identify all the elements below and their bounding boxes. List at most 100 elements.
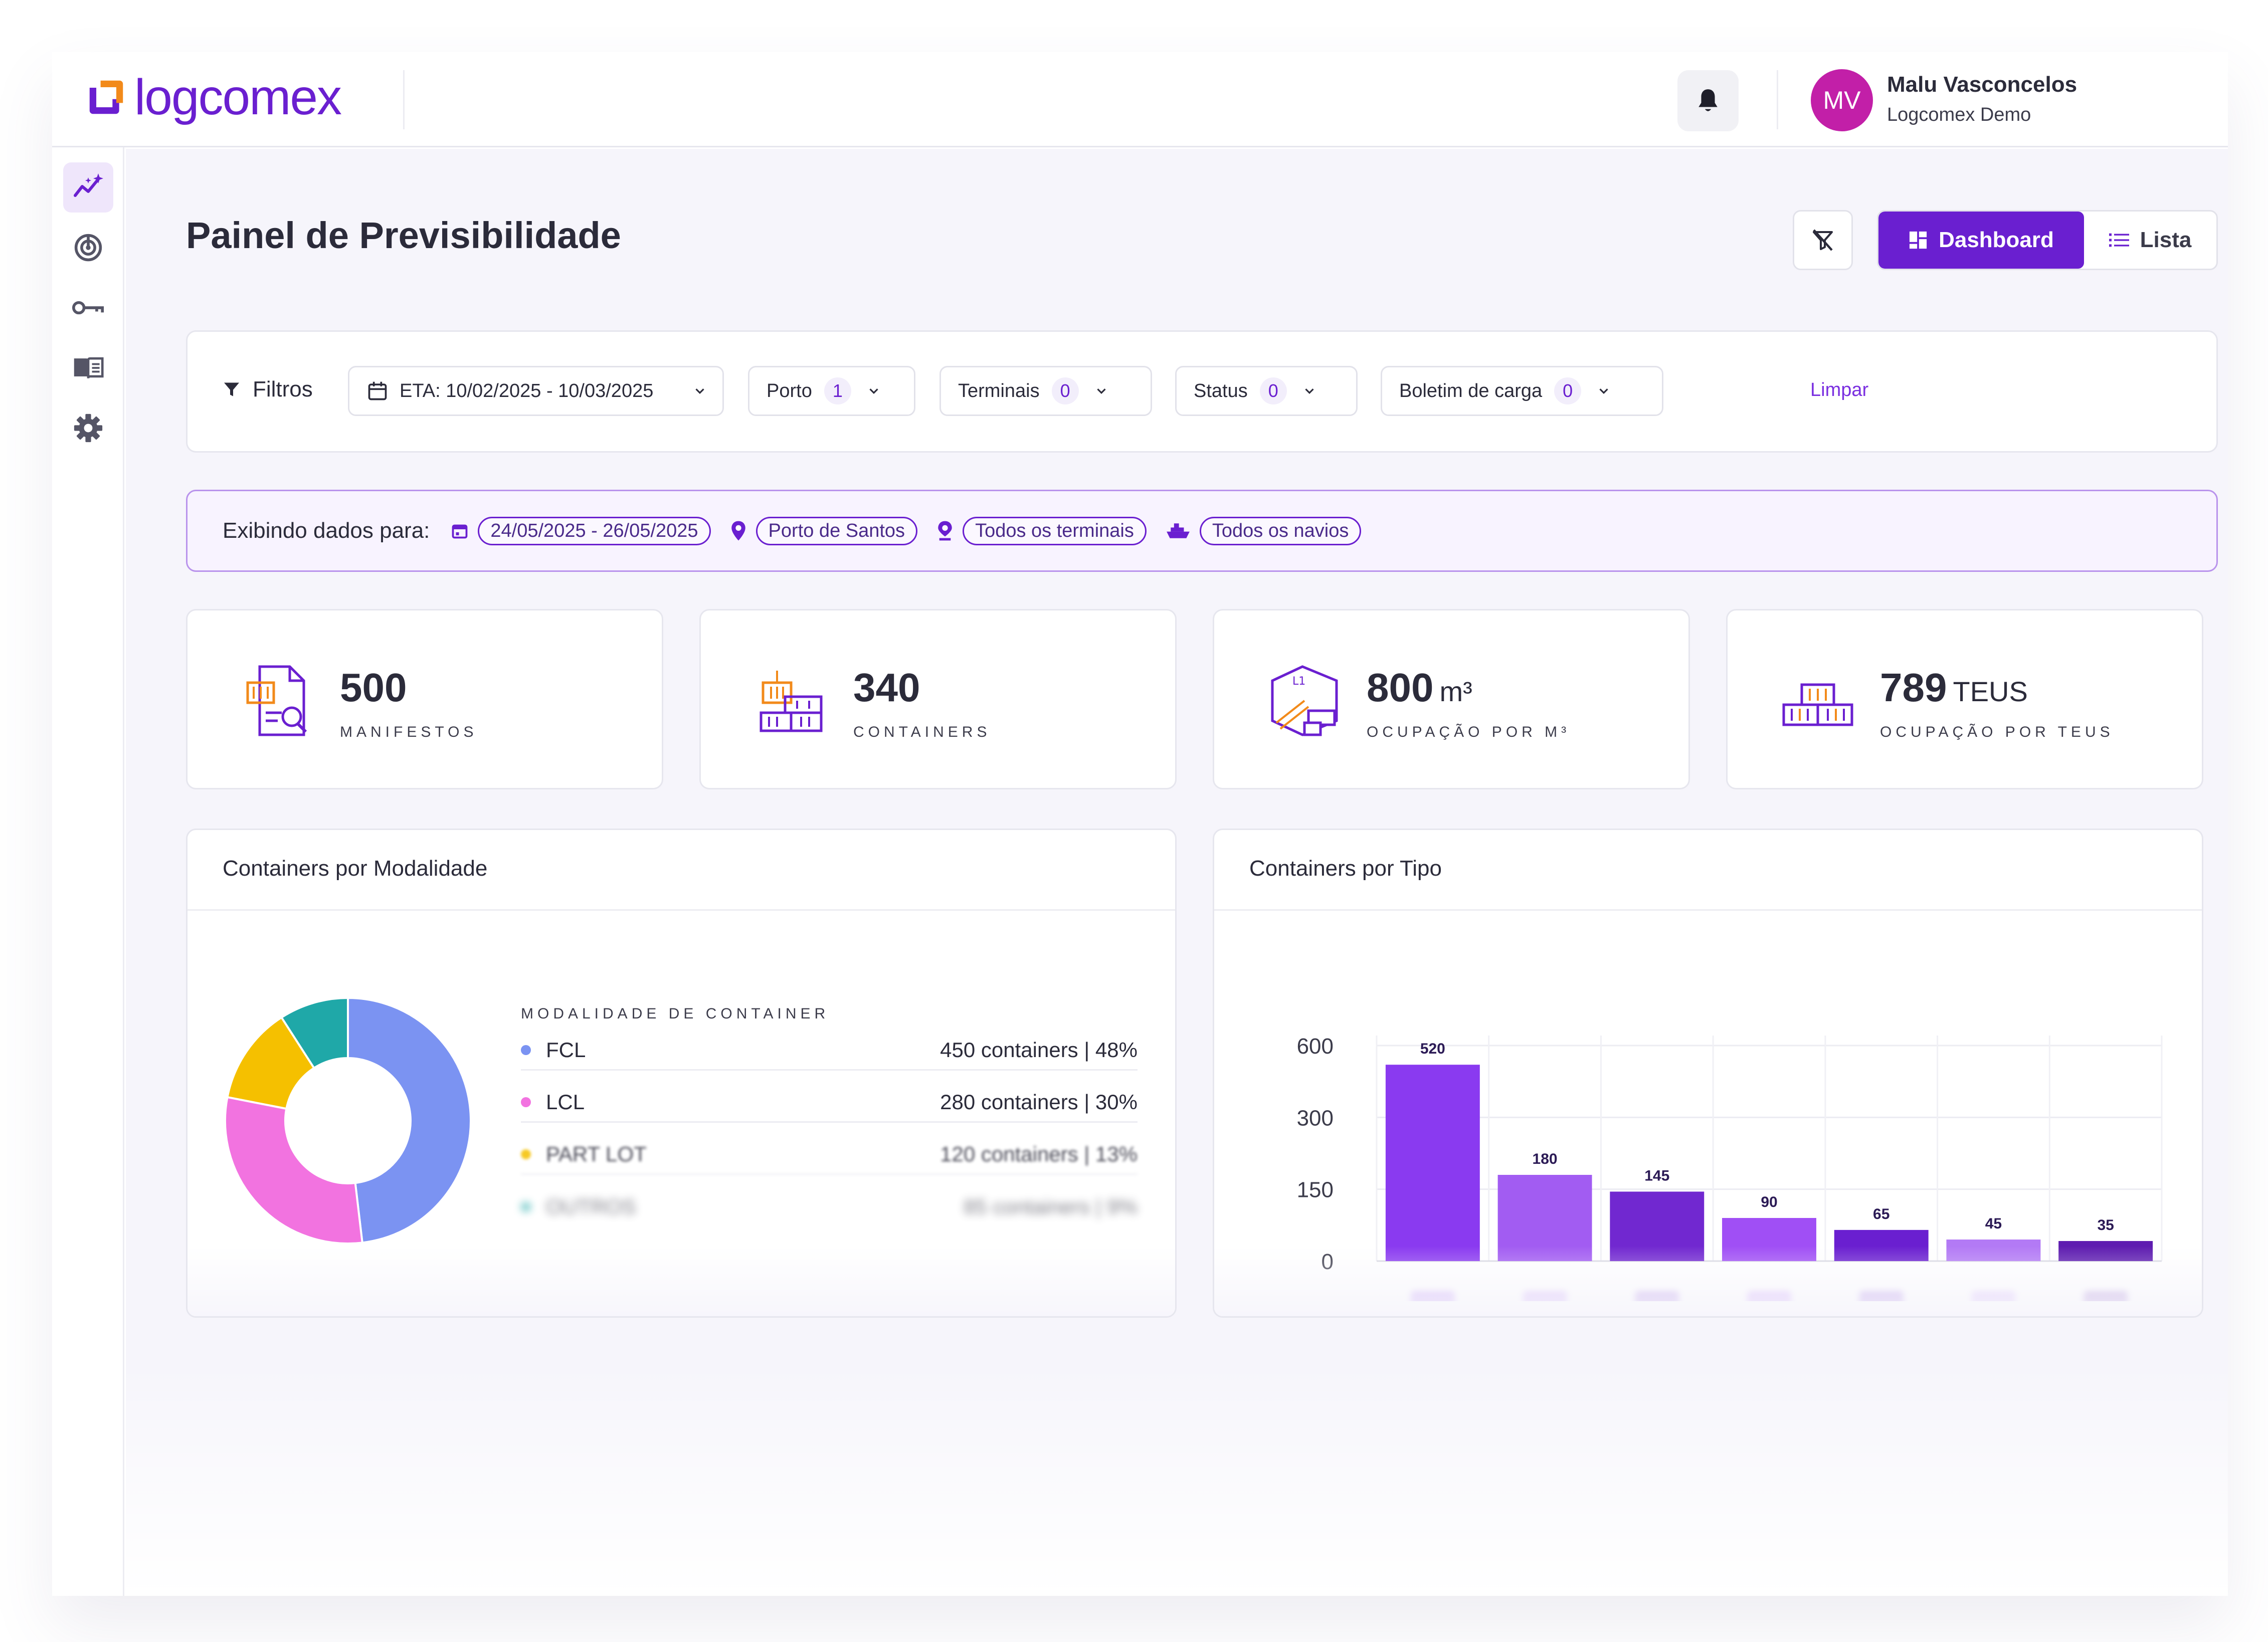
user-name[interactable]: Malu Vasconcelos [1887, 72, 2077, 97]
chevron-down-icon [1097, 388, 1106, 394]
app-window: logcomex MV Malu Vasconcelos Logcomex De… [52, 52, 2228, 1596]
kpi-teus-number: 789 [1880, 665, 1947, 710]
porto-filter-label: Porto [767, 380, 812, 401]
avatar[interactable]: MV [1811, 69, 1873, 131]
summary-port-pill[interactable]: Porto de Santos [755, 516, 918, 545]
summary-terminals-pill[interactable]: Todos os terminais [963, 516, 1147, 545]
card-tipo-title: Containers por Tipo [1249, 856, 1442, 881]
sidebar-item-keys[interactable] [63, 283, 113, 333]
legend-value: 120 containers | 13% [940, 1142, 1138, 1166]
legend-value: 280 containers | 30% [940, 1090, 1138, 1114]
sidebar-item-radar[interactable] [63, 223, 113, 273]
filter-icon [224, 382, 239, 396]
header-divider-user [1777, 70, 1778, 129]
donut-slice-outros[interactable] [280, 996, 349, 1070]
sidebar-item-settings[interactable] [63, 403, 113, 453]
legend-dot [521, 1045, 531, 1055]
containers-icon [760, 671, 823, 732]
card-containers-por-tipo: Containers por Tipo 6003001500520Dry180H… [1213, 829, 2203, 1318]
svg-text:L1: L1 [1292, 675, 1305, 688]
kpi-containers-label: CONTAINERS [853, 724, 991, 740]
summary-period-pill[interactable]: 24/05/2025 - 26/05/2025 [478, 516, 711, 545]
sidebar-item-previsibilidade[interactable] [63, 162, 113, 213]
card-divider [187, 909, 1175, 911]
logo[interactable]: logcomex [87, 69, 342, 125]
y-tick-label: 600 [1297, 1034, 1334, 1059]
radar-icon [74, 234, 102, 262]
legend-value: 450 containers | 48% [940, 1038, 1138, 1062]
filters-label-text: Filtros [253, 377, 313, 401]
header-divider [403, 70, 405, 129]
logo-text: logcomex [134, 69, 342, 125]
list-icon [2109, 233, 2129, 247]
legend-row-lcl[interactable]: LCL 280 containers | 30% [521, 1083, 1138, 1123]
kpi-teus-label: OCUPAÇÃO POR TEUS [1880, 724, 2114, 740]
legend-row-fcl[interactable]: FCL 450 containers | 48% [521, 1031, 1138, 1071]
view-toggle: Dashboard Lista [1877, 210, 2218, 270]
status-filter-label: Status [1194, 380, 1248, 401]
sidebar [52, 147, 124, 1596]
page-title: Painel de Previsibilidade [186, 215, 621, 256]
summary-label: Exibindo dados para: [223, 518, 430, 543]
gear-icon [74, 414, 103, 443]
kpi-containers-value: 340 [853, 665, 920, 710]
donut-chart [224, 996, 472, 1245]
legend-row-part-lot[interactable]: PART LOT 120 containers | 13% [521, 1135, 1138, 1175]
legend-row-outros[interactable]: OUTROS 85 containers | 9% [521, 1187, 1138, 1227]
main-content: Painel de Previsibilidade Dashboard [126, 149, 2228, 1596]
card-fade [1214, 1246, 2202, 1316]
location-pin-icon [730, 520, 747, 541]
bar-data-label: 145 [1644, 1167, 1669, 1184]
y-tick-label: 300 [1297, 1106, 1334, 1130]
legend-dot [521, 1149, 531, 1159]
filters-label: Filtros [223, 377, 313, 402]
card-divider [1214, 909, 2202, 911]
sparkle-chart-icon [74, 173, 103, 197]
chevron-down-icon [1599, 388, 1608, 394]
bar-data-label: 90 [1761, 1194, 1777, 1210]
legend-name: PART LOT [546, 1142, 647, 1166]
legend-value: 85 containers | 9% [963, 1195, 1138, 1218]
bar-data-label: 180 [1533, 1151, 1558, 1167]
bar-data-label: 520 [1420, 1041, 1445, 1057]
clear-filters-button[interactable] [1793, 210, 1853, 270]
legend-name: LCL [546, 1090, 585, 1114]
terminais-filter-label: Terminais [958, 380, 1040, 401]
kpi-manifestos-value: 500 [340, 665, 407, 710]
eta-filter-dropdown[interactable]: ETA: 10/02/2025 - 10/03/2025 [348, 366, 724, 416]
card-containers-por-modalidade: Containers por Modalidade MODALIDADE DE … [186, 829, 1177, 1318]
filter-off-icon [1813, 229, 1833, 251]
kpi-m3-number: 800 [1367, 665, 1434, 710]
book-icon [74, 357, 104, 378]
bar-data-label: 35 [2097, 1217, 2114, 1234]
tab-dashboard[interactable]: Dashboard [1878, 212, 2084, 269]
summary-ships-pill[interactable]: Todos os navios [1199, 516, 1362, 545]
terminais-filter-dropdown[interactable]: Terminais 0 [939, 366, 1152, 416]
kpi-m3-label: OCUPAÇÃO POR M³ [1367, 724, 1571, 740]
kpi-m3-unit: m³ [1439, 676, 1472, 707]
clear-filters-link[interactable]: Limpar [1810, 379, 1869, 400]
sidebar-item-docs[interactable] [63, 343, 113, 393]
donut-slice-lcl[interactable] [224, 1096, 363, 1245]
porto-filter-dropdown[interactable]: Porto 1 [748, 366, 915, 416]
boletim-filter-label: Boletim de carga [1399, 380, 1543, 401]
kpi-card-containers: 340 CONTAINERS [699, 609, 1177, 789]
notifications-button[interactable] [1677, 70, 1739, 131]
boletim-filter-dropdown[interactable]: Boletim de carga 0 [1381, 366, 1663, 416]
user-organization: Logcomex Demo [1887, 104, 2031, 125]
bar-dry[interactable] [1385, 1065, 1480, 1261]
kpi-card-m3: L1 800 m³ OCUPAÇÃO POR M³ [1213, 609, 1690, 789]
key-icon [72, 301, 104, 315]
donut-slice-part-lot[interactable] [226, 1016, 316, 1110]
top-header: logcomex MV Malu Vasconcelos Logcomex De… [52, 52, 2228, 147]
status-filter-count: 0 [1259, 377, 1287, 404]
content-fade [126, 1362, 2228, 1596]
teus-icon [1782, 683, 1853, 726]
tab-lista[interactable]: Lista [2084, 212, 2216, 269]
status-filter-dropdown[interactable]: Status 0 [1175, 366, 1358, 416]
kpi-manifestos-label: MANIFESTOS [340, 724, 478, 740]
tab-dashboard-label: Dashboard [1939, 228, 2054, 252]
bar-data-label: 45 [1985, 1215, 2002, 1232]
donut-slice-fcl[interactable] [347, 996, 472, 1244]
